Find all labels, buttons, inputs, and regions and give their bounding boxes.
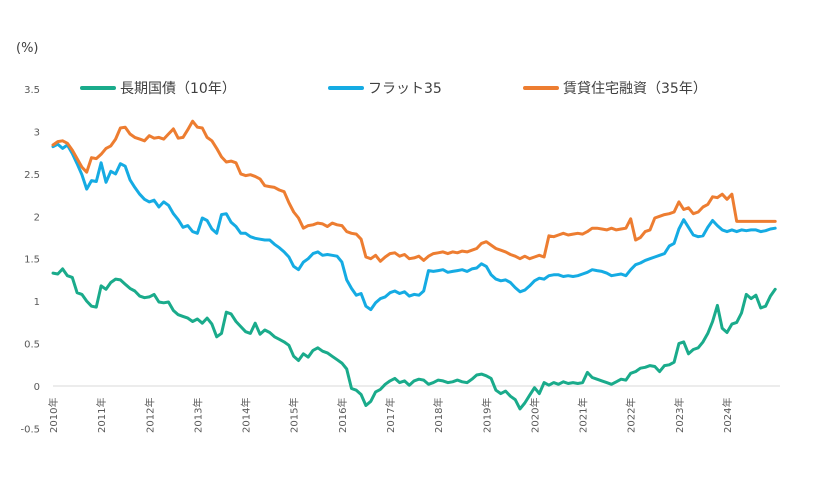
y-tick-label: 1 (34, 297, 40, 308)
x-tick-label: 2011年 (95, 398, 108, 433)
x-tick-label: 2021年 (577, 398, 590, 433)
y-tick-label: 2.5 (24, 170, 40, 181)
legend-label: 長期国債（10年） (120, 81, 236, 97)
x-tick-label: 2018年 (432, 398, 445, 433)
series-line-1 (51, 267, 777, 411)
x-tick-label: 2014年 (240, 398, 253, 433)
y-tick-label: 3.5 (24, 85, 40, 96)
x-tick-label: 2010年 (47, 398, 60, 433)
x-tick-label: 2024年 (721, 398, 734, 433)
x-tick-label: 2013年 (191, 398, 204, 433)
x-tick-label: 2015年 (288, 398, 301, 433)
x-tick-label: 2016年 (336, 398, 349, 433)
legend: 長期国債（10年） フラット35 賃貸住宅融資（35年） (80, 81, 707, 97)
x-tick-label: 2023年 (673, 398, 686, 433)
x-tick-label: 2022年 (625, 398, 638, 433)
y-tick-label: -0.5 (20, 424, 40, 435)
x-tick-label: 2020年 (528, 398, 541, 433)
x-tick-label: 2017年 (384, 398, 397, 433)
y-unit-label: (%) (16, 41, 39, 56)
legend-label: 賃貸住宅融資（35年） (563, 81, 707, 97)
legend-label: フラット35 (368, 81, 442, 97)
y-tick-label: 0.5 (24, 340, 40, 351)
x-tick-label: 2012年 (143, 398, 156, 433)
y-tick-label: 0 (34, 382, 40, 393)
series-line-2 (51, 142, 777, 312)
x-tick-label: 2019年 (480, 398, 493, 433)
series-group (51, 119, 777, 411)
x-axis-ticks: 2010年 2011年 2012年 2013年 2014年 2015年 2016年 2017年… (47, 398, 734, 433)
y-tick-label: 1.5 (24, 255, 40, 266)
y-axis-ticks: 3.5 3 2.5 2 1.5 1 0.5 0 -0.5 (20, 85, 40, 435)
y-tick-label: 2 (34, 212, 40, 223)
series-line-3 (51, 119, 777, 263)
y-tick-label: 3 (34, 127, 40, 138)
